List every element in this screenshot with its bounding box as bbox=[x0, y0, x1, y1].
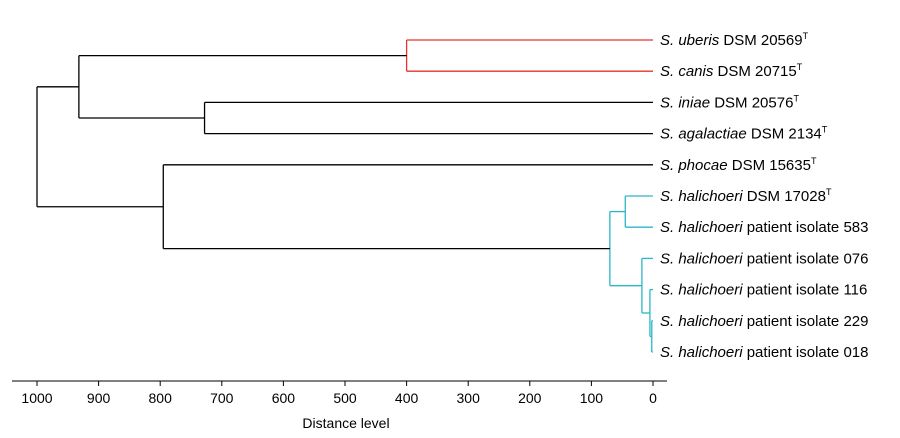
leaf-strain: patient isolate 583 bbox=[743, 219, 869, 236]
tick-label-200: 200 bbox=[518, 390, 542, 406]
leaf-species: S. halichoeri bbox=[660, 313, 743, 330]
leaf-label-iso076: S. halichoeri patient isolate 076 bbox=[660, 250, 868, 267]
tick-label-800: 800 bbox=[149, 390, 173, 406]
leaf-strain: patient isolate 229 bbox=[743, 313, 869, 330]
leaf-species: S. phocae bbox=[660, 157, 728, 174]
leaf-label-iso583: S. halichoeri patient isolate 583 bbox=[660, 219, 868, 236]
leaf-species: S. agalactiae bbox=[660, 126, 747, 143]
leaf-species: S. halichoeri bbox=[660, 344, 743, 361]
tick-label-1000: 1000 bbox=[21, 390, 52, 406]
x-axis-ticks: 1000 900 800 700 600 500 400 300 200 100 0 bbox=[21, 381, 657, 406]
leaf-strain: DSM 17028 bbox=[743, 188, 826, 205]
leaf-strain: patient isolate 018 bbox=[743, 344, 869, 361]
leaf-species: S. halichoeri bbox=[660, 250, 743, 267]
x-axis-title: Distance level bbox=[302, 415, 389, 431]
leaf-strain: DSM 2134 bbox=[747, 126, 822, 143]
leaf-type-strain-mark: T bbox=[811, 156, 817, 166]
tick-label-500: 500 bbox=[333, 390, 357, 406]
tick-label-300: 300 bbox=[457, 390, 481, 406]
leaf-type-strain-mark: T bbox=[793, 93, 799, 103]
leaf-label-iso116: S. halichoeri patient isolate 116 bbox=[660, 282, 867, 299]
leaf-type-strain-mark: T bbox=[803, 31, 809, 41]
leaf-label-phocae: S. phocae DSM 15635T bbox=[660, 156, 817, 174]
leaf-strain: DSM 20715 bbox=[713, 63, 796, 80]
leaf-species: S. iniae bbox=[660, 94, 710, 111]
leaf-label-agalactiae: S. agalactiae DSM 2134T bbox=[660, 125, 828, 143]
leaf-strain: patient isolate 076 bbox=[743, 250, 869, 267]
tick-label-900: 900 bbox=[87, 390, 111, 406]
leaf-type-strain-mark: T bbox=[822, 125, 828, 135]
leaf-strain: DSM 20576 bbox=[710, 94, 793, 111]
leaf-label-canis: S. canis DSM 20715T bbox=[660, 62, 803, 80]
leaf-strain: DSM 15635 bbox=[728, 157, 811, 174]
leaf-species: S. halichoeri bbox=[660, 188, 743, 205]
leaf-strain: DSM 20569 bbox=[719, 32, 802, 49]
tick-label-600: 600 bbox=[272, 390, 296, 406]
tick-label-100: 100 bbox=[580, 390, 604, 406]
leaf-label-iso018: S. halichoeri patient isolate 018 bbox=[660, 344, 868, 361]
leaf-species: S. uberis bbox=[660, 32, 720, 49]
leaf-label-halichoeri_type: S. halichoeri DSM 17028T bbox=[660, 187, 832, 205]
dendrogram-branches bbox=[36, 39, 653, 353]
tick-label-700: 700 bbox=[210, 390, 234, 406]
leaf-species: S. halichoeri bbox=[660, 282, 743, 299]
leaf-label-iniae: S. iniae DSM 20576T bbox=[660, 93, 799, 111]
x-axis: 1000 900 800 700 600 500 400 300 200 100 0 Distanc… bbox=[12, 380, 667, 431]
leaf-strain: patient isolate 116 bbox=[743, 282, 868, 299]
leaf-species: S. canis bbox=[660, 63, 714, 80]
leaf-label-iso229: S. halichoeri patient isolate 229 bbox=[660, 313, 868, 330]
tick-label-400: 400 bbox=[395, 390, 419, 406]
leaf-species: S. halichoeri bbox=[660, 219, 743, 236]
leaf-type-strain-mark: T bbox=[797, 62, 803, 72]
leaf-label-uberis: S. uberis DSM 20569T bbox=[660, 31, 809, 49]
leaf-type-strain-mark: T bbox=[826, 187, 832, 197]
tick-label-0: 0 bbox=[649, 390, 657, 406]
